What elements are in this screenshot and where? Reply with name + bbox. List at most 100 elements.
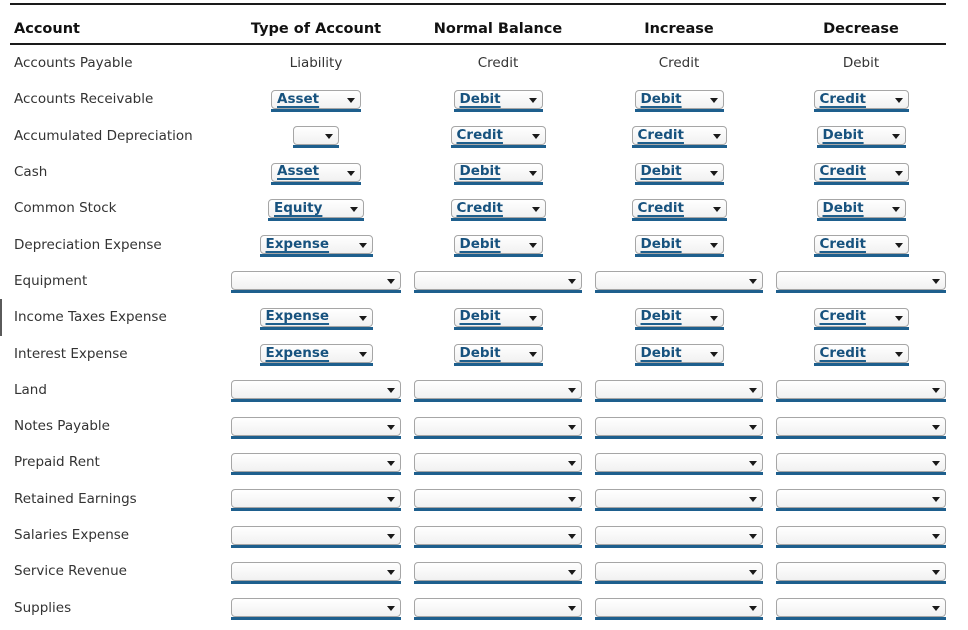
account-label: Prepaid Rent bbox=[14, 454, 100, 471]
decrease-select[interactable]: Credit bbox=[813, 162, 909, 185]
normal-balance-select[interactable]: Credit bbox=[450, 126, 546, 149]
dropdown-arrow-icon bbox=[528, 170, 537, 176]
type-of-account-cell bbox=[231, 598, 401, 621]
account-label: Service Revenue bbox=[14, 563, 127, 580]
type-of-account-select[interactable]: Asset bbox=[271, 162, 361, 185]
type-of-account-select[interactable] bbox=[231, 380, 401, 403]
decrease-select[interactable] bbox=[776, 380, 946, 403]
increase-select[interactable] bbox=[595, 525, 763, 548]
selected-value: Debit bbox=[640, 344, 682, 361]
normal-balance-select[interactable]: Debit bbox=[453, 344, 543, 367]
increase-select[interactable] bbox=[595, 489, 763, 512]
increase-select[interactable]: Credit bbox=[631, 198, 727, 221]
dropdown-arrow-icon bbox=[568, 460, 576, 466]
dropdown-arrow-icon bbox=[358, 315, 367, 321]
decrease-select[interactable] bbox=[776, 452, 946, 475]
normal-balance-select[interactable]: Debit bbox=[453, 307, 543, 330]
increase-select[interactable] bbox=[595, 416, 763, 439]
type-of-account-select[interactable] bbox=[231, 489, 401, 512]
type-of-account-select[interactable] bbox=[231, 598, 401, 621]
normal-balance-select[interactable] bbox=[414, 271, 582, 294]
table-row: Cash Asset Debit Debit Credit bbox=[10, 154, 946, 190]
type-of-account-select[interactable] bbox=[231, 525, 401, 548]
increase-select[interactable] bbox=[595, 271, 763, 294]
decrease-select[interactable] bbox=[776, 598, 946, 621]
dropdown-arrow-icon bbox=[709, 352, 718, 358]
normal-balance-select[interactable]: Debit bbox=[453, 89, 543, 112]
dropdown-arrow-icon bbox=[712, 206, 721, 212]
table-row: Land bbox=[10, 372, 946, 408]
type-of-account-select[interactable]: Expense bbox=[259, 235, 373, 258]
normal-balance-select[interactable] bbox=[414, 416, 582, 439]
increase-select[interactable]: Debit bbox=[634, 162, 724, 185]
type-of-account-select[interactable] bbox=[231, 416, 401, 439]
table-row: Retained Earnings bbox=[10, 481, 946, 517]
decrease-cell bbox=[776, 271, 946, 294]
decrease-select[interactable]: Credit bbox=[813, 235, 909, 258]
decrease-select[interactable] bbox=[776, 271, 946, 294]
increase-select[interactable] bbox=[595, 380, 763, 403]
selected-value: Credit bbox=[819, 344, 866, 361]
account-label: Equipment bbox=[14, 272, 88, 289]
header-type-of-account: Type of Account bbox=[250, 20, 382, 37]
normal-balance-select[interactable]: Debit bbox=[453, 162, 543, 185]
dropdown-arrow-icon bbox=[749, 569, 757, 575]
selected-value: Debit bbox=[459, 235, 501, 252]
decrease-select[interactable]: Credit bbox=[813, 307, 909, 330]
increase-select[interactable]: Debit bbox=[634, 344, 724, 367]
dropdown-arrow-icon bbox=[932, 388, 940, 394]
selected-value: Asset bbox=[277, 163, 320, 180]
normal-balance-select[interactable] bbox=[414, 489, 582, 512]
normal-balance-select[interactable]: Debit bbox=[453, 235, 543, 258]
selected-value: Credit bbox=[819, 90, 866, 107]
increase-select[interactable]: Debit bbox=[634, 307, 724, 330]
selected-value: Expense bbox=[265, 344, 330, 361]
dropdown-arrow-icon bbox=[932, 569, 940, 575]
decrease-select[interactable]: Debit bbox=[816, 126, 906, 149]
header-increase: Increase bbox=[644, 20, 714, 37]
type-of-account-select[interactable] bbox=[231, 452, 401, 475]
normal-balance-select[interactable] bbox=[414, 525, 582, 548]
increase-select[interactable]: Debit bbox=[634, 235, 724, 258]
type-of-account-select[interactable] bbox=[293, 126, 339, 149]
selected-value: Debit bbox=[640, 235, 682, 252]
type-of-account-select[interactable]: Expense bbox=[259, 307, 373, 330]
decrease-cell: Credit bbox=[776, 235, 946, 258]
decrease-select[interactable] bbox=[776, 525, 946, 548]
decrease-select[interactable]: Credit bbox=[813, 344, 909, 367]
decrease-select[interactable] bbox=[776, 489, 946, 512]
increase-select[interactable]: Debit bbox=[634, 89, 724, 112]
normal-balance-select[interactable] bbox=[414, 452, 582, 475]
type-of-account-cell bbox=[231, 452, 401, 475]
increase-select[interactable] bbox=[595, 452, 763, 475]
normal-balance-select[interactable] bbox=[414, 598, 582, 621]
type-of-account-select[interactable] bbox=[231, 561, 401, 584]
decrease-cell: Debit bbox=[776, 126, 946, 149]
decrease-select[interactable]: Debit bbox=[816, 198, 906, 221]
normal-balance-select[interactable] bbox=[414, 561, 582, 584]
type-of-account-select[interactable]: Equity bbox=[268, 198, 364, 221]
decrease-select[interactable] bbox=[776, 561, 946, 584]
type-of-account-select[interactable]: Expense bbox=[259, 344, 373, 367]
type-of-account-select[interactable] bbox=[231, 271, 401, 294]
selected-value: Credit bbox=[456, 199, 503, 216]
selected-value: Credit bbox=[456, 126, 503, 143]
dropdown-arrow-icon bbox=[709, 243, 718, 249]
normal-balance-select[interactable] bbox=[414, 380, 582, 403]
increase-select[interactable] bbox=[595, 561, 763, 584]
selected-value: Debit bbox=[459, 163, 501, 180]
dropdown-arrow-icon bbox=[568, 424, 576, 430]
normal-balance-cell: Debit bbox=[414, 162, 582, 185]
decrease-select[interactable] bbox=[776, 416, 946, 439]
increase-select[interactable]: Credit bbox=[631, 126, 727, 149]
increase-select[interactable] bbox=[595, 598, 763, 621]
table-row: Income Taxes Expense Expense Debit Debit Cre… bbox=[10, 299, 946, 335]
type-of-account-select[interactable]: Asset bbox=[271, 89, 361, 112]
normal-balance-select[interactable]: Credit bbox=[450, 198, 546, 221]
normal-balance-cell bbox=[414, 452, 582, 475]
selected-value: Expense bbox=[265, 235, 330, 252]
normal-balance-cell bbox=[414, 561, 582, 584]
decrease-select[interactable]: Credit bbox=[813, 89, 909, 112]
table-row: Salaries Expense bbox=[10, 517, 946, 553]
selected-value: Credit bbox=[819, 163, 866, 180]
